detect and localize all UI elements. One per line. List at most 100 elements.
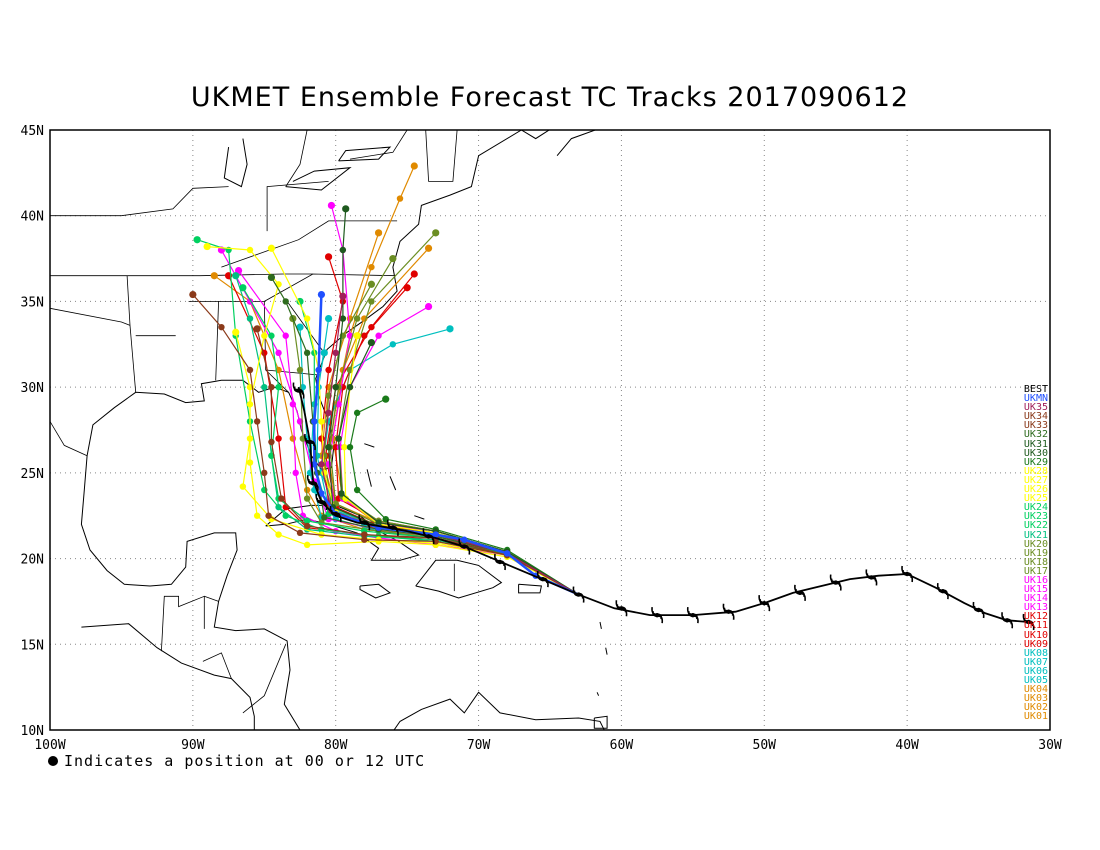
x-tick-label: 50W — [753, 738, 777, 753]
track-position-dot — [246, 366, 254, 374]
legend-entry: UK16 — [1023, 574, 1048, 586]
track-position-dot — [318, 461, 325, 468]
legend-entry: UK26 — [1023, 484, 1048, 496]
best-track-line — [297, 386, 1029, 623]
track-position-dot — [289, 401, 297, 408]
best-position-dot — [654, 612, 660, 618]
track-position-dot — [239, 284, 247, 292]
track-position-dot — [282, 332, 289, 339]
legend-entry: UK29 — [1023, 456, 1048, 468]
track-line — [337, 342, 579, 596]
track-line — [207, 246, 579, 596]
track-position-dot — [361, 531, 368, 538]
track-uk34 — [189, 290, 579, 596]
track-position-dot — [261, 332, 268, 339]
coastline — [596, 692, 600, 696]
track-position-dot — [303, 486, 311, 494]
political-border — [425, 130, 458, 182]
track-uk12 — [224, 272, 579, 596]
track-position-dot — [253, 512, 261, 519]
legend-entry: UK17 — [1023, 565, 1048, 577]
track-uk27 — [341, 332, 579, 596]
best-position-dot — [296, 388, 301, 393]
track-position-dot — [389, 254, 397, 263]
best-position-dot — [797, 590, 803, 596]
track-line — [313, 294, 580, 596]
track-position-dot — [318, 418, 325, 425]
track-position-dot — [325, 366, 332, 374]
best-position-dot — [319, 499, 324, 505]
legend-entry: UK12 — [1023, 611, 1048, 623]
track-position-dot — [282, 298, 289, 305]
coastline — [359, 583, 392, 599]
track-position-dot — [396, 195, 404, 202]
track-position-dot — [315, 366, 322, 374]
legend-entry: UK28 — [1023, 465, 1048, 477]
track-position-dot — [339, 292, 347, 300]
track-position-dot — [339, 315, 347, 322]
coastline — [414, 515, 425, 520]
coastline — [599, 621, 602, 629]
y-tick-label: 45N — [21, 124, 44, 139]
legend-entry: UK14 — [1023, 593, 1048, 605]
track-uk29 — [346, 395, 579, 596]
track-position-dot — [232, 328, 240, 336]
y-tick-label: 10N — [21, 724, 44, 739]
coastline — [393, 691, 605, 730]
x-tick-label: 30W — [1038, 738, 1062, 753]
track-position-dot — [461, 536, 468, 543]
track-position-dot — [275, 383, 282, 391]
track-position-dot — [246, 315, 254, 322]
coastline — [593, 715, 608, 729]
political-border — [50, 421, 88, 457]
track-position-dot — [253, 325, 261, 333]
x-tick-labels: 100W 90W 80W 70W 60W 50W 40W 30W — [34, 738, 1062, 753]
track-uk05 — [318, 325, 579, 596]
track-position-dot — [339, 246, 347, 254]
y-tick-labels: 10N 15N 20N 25N 30N 35N 40N 45N — [21, 124, 44, 739]
legend-entry: UK01 — [1023, 711, 1048, 723]
legend-entry: UK32 — [1023, 429, 1048, 441]
track-position-dot — [246, 401, 254, 408]
ensemble-tracks — [189, 162, 580, 596]
political-border — [285, 130, 308, 187]
legend-entry: UK31 — [1023, 438, 1048, 450]
coastline — [80, 130, 522, 730]
track-position-dot — [382, 395, 390, 403]
legend-entry: UK19 — [1023, 547, 1048, 559]
track-line — [320, 296, 579, 596]
track-uk26 — [203, 242, 579, 596]
track-position-dot — [289, 435, 297, 442]
track-position-dot — [318, 435, 325, 442]
track-position-dot — [374, 229, 383, 237]
y-tick-label: 40N — [21, 210, 44, 225]
political-border — [286, 301, 324, 352]
track-position-dot — [353, 409, 361, 417]
political-border — [50, 307, 131, 326]
track-position-dot — [275, 435, 282, 442]
track-position-dot — [296, 529, 304, 537]
coastline — [366, 469, 372, 487]
track-position-dot — [503, 550, 511, 557]
track-position-dot — [267, 273, 276, 282]
best-position-dot — [307, 439, 313, 445]
track-position-dot — [338, 490, 345, 497]
coastline — [364, 443, 375, 448]
best-position-dot — [904, 571, 910, 577]
track-position-dot — [424, 244, 433, 252]
legend-entry: UK22 — [1023, 520, 1048, 532]
track-position-dot — [335, 435, 342, 442]
track-position-dot — [303, 315, 311, 322]
track-position-dot — [389, 341, 397, 348]
political-border — [204, 595, 219, 602]
track-position-dot — [320, 349, 328, 357]
legend-entry: UK13 — [1023, 602, 1048, 614]
track-position-dot — [353, 332, 361, 340]
track-position-dot — [268, 383, 275, 391]
best-position-dot — [576, 592, 581, 597]
track-position-dot — [299, 512, 307, 519]
track-line — [228, 275, 579, 596]
x-tick-label: 40W — [895, 738, 919, 753]
lake-michigan — [223, 138, 248, 188]
x-tick-label: 90W — [181, 738, 205, 753]
